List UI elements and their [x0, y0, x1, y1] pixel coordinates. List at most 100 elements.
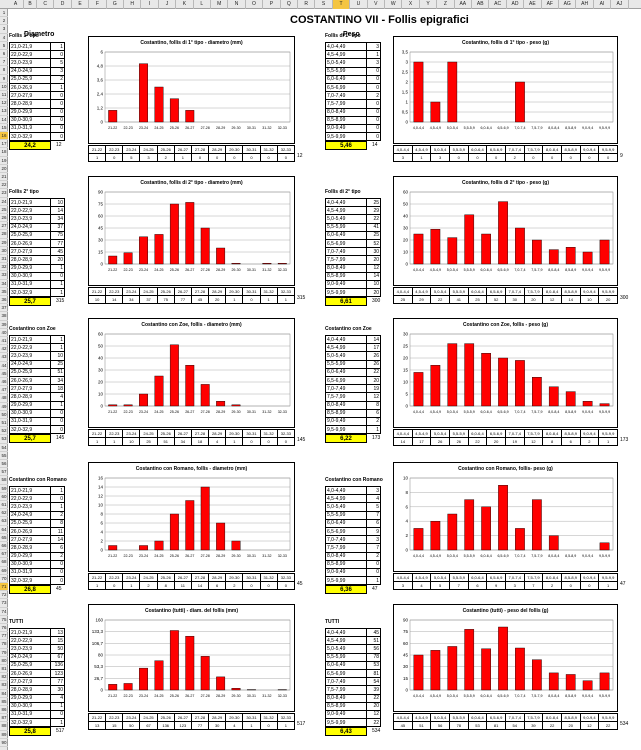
- row-header-10[interactable]: 10: [0, 83, 8, 91]
- peso-chart[interactable]: Costantino, follis di 1° tipo - peso (g)…: [393, 36, 618, 144]
- column-header-l[interactable]: L: [194, 0, 211, 9]
- bar[interactable]: [413, 654, 424, 691]
- diametro-data-range-cell[interactable]: 21-22: [87, 145, 107, 154]
- diametro-count-cell[interactable]: 0: [50, 123, 65, 134]
- diametro-data-range-cell[interactable]: 31-32: [259, 287, 278, 296]
- diametro-count-cell[interactable]: 0: [50, 709, 65, 720]
- peso-data-value-cell[interactable]: 10: [579, 295, 600, 304]
- row-header-22[interactable]: 22: [0, 181, 8, 190]
- peso-data-value-cell[interactable]: 22: [598, 721, 618, 730]
- bar[interactable]: [169, 98, 179, 123]
- diametro-count-cell[interactable]: 0: [50, 576, 65, 586]
- diametro-range-cell[interactable]: 28,0-28,9: [9, 392, 51, 402]
- peso-range-cell[interactable]: 8,5-8,99: [325, 559, 367, 569]
- column-header-aa[interactable]: AA: [455, 0, 472, 9]
- peso-average-cell[interactable]: 6,61: [325, 297, 367, 307]
- diametro-chart[interactable]: Costantino con Zoe, follis - diametro (m…: [88, 318, 295, 428]
- peso-data-value-cell[interactable]: 25: [467, 295, 488, 304]
- diametro-data-range-cell[interactable]: 24-25: [139, 713, 158, 722]
- row-header-2[interactable]: 2: [0, 17, 8, 26]
- bar[interactable]: [277, 262, 287, 265]
- column-header-ag[interactable]: AG: [559, 0, 577, 9]
- peso-data-range-cell[interactable]: 4,5-4,9: [411, 145, 432, 154]
- peso-count-cell[interactable]: 22: [366, 367, 381, 377]
- row-header-31[interactable]: 31: [0, 255, 8, 264]
- peso-data-range-cell[interactable]: 4,5-4,9: [411, 713, 432, 722]
- peso-data-value-cell[interactable]: 8: [542, 437, 562, 446]
- diametro-range-cell[interactable]: 31,0-31,9: [9, 567, 51, 578]
- diametro-data-value-cell[interactable]: 45: [190, 295, 210, 304]
- row-header-23[interactable]: 23: [0, 189, 8, 198]
- peso-range-cell[interactable]: 4,0-4,49: [325, 41, 367, 52]
- bar[interactable]: [548, 535, 559, 551]
- diametro-data-range-cell[interactable]: 32-33: [276, 573, 296, 582]
- peso-data-value-cell[interactable]: 9: [486, 581, 506, 590]
- diametro-data-value-cell[interactable]: 0: [242, 295, 261, 304]
- diametro-count-cell[interactable]: 50: [50, 644, 65, 654]
- row-header-32[interactable]: 32: [0, 263, 8, 272]
- diametro-range-cell[interactable]: 21,0-21,9: [9, 334, 51, 345]
- diametro-count-cell[interactable]: 20: [50, 255, 65, 265]
- bar[interactable]: [413, 233, 424, 265]
- peso-data-value-cell[interactable]: 0: [542, 153, 562, 162]
- column-header-g[interactable]: G: [107, 0, 124, 9]
- bar[interactable]: [532, 659, 542, 691]
- peso-data-range-cell[interactable]: 8,0-8,4: [542, 713, 562, 722]
- row-header-50[interactable]: 50: [0, 411, 8, 419]
- column-header-h[interactable]: H: [124, 0, 142, 9]
- row-header-14[interactable]: 14: [0, 116, 8, 124]
- bar[interactable]: [481, 353, 491, 407]
- diametro-data-range-cell[interactable]: 21-22: [87, 713, 107, 722]
- diametro-data-value-cell[interactable]: 34: [122, 295, 141, 304]
- diametro-range-cell[interactable]: 32,0-32,9: [9, 132, 51, 142]
- diametro-data-range-cell[interactable]: 22-23: [105, 713, 124, 722]
- diametro-count-cell[interactable]: 123: [50, 668, 65, 679]
- row-header-53[interactable]: 53: [0, 435, 8, 444]
- peso-data-value-cell[interactable]: 0: [467, 153, 488, 162]
- bar[interactable]: [447, 513, 458, 551]
- bar[interactable]: [565, 247, 576, 265]
- column-header-e[interactable]: E: [72, 0, 90, 9]
- column-header-f[interactable]: F: [89, 0, 107, 9]
- diametro-data-value-cell[interactable]: 20: [208, 295, 227, 304]
- peso-count-cell[interactable]: 41: [366, 222, 381, 232]
- diametro-count-cell[interactable]: 0: [50, 494, 65, 504]
- peso-count-cell[interactable]: 17: [366, 343, 381, 353]
- peso-count-cell[interactable]: 6: [366, 408, 381, 418]
- peso-range-cell[interactable]: 6,5-6,99: [325, 526, 367, 537]
- diametro-range-cell[interactable]: 24,0-24,9: [9, 222, 51, 232]
- diametro-range-cell[interactable]: 28,0-28,9: [9, 543, 51, 553]
- bar[interactable]: [565, 674, 576, 691]
- bar[interactable]: [123, 683, 133, 691]
- diametro-data-range-cell[interactable]: 27-28: [190, 573, 210, 582]
- row-header-74[interactable]: 74: [0, 608, 8, 616]
- row-header-79[interactable]: 79: [0, 649, 8, 657]
- bar[interactable]: [430, 521, 441, 551]
- peso-count-cell[interactable]: 22: [366, 718, 381, 728]
- diametro-range-cell[interactable]: 24,0-24,9: [9, 510, 51, 520]
- diametro-range-cell[interactable]: 22,0-22,9: [9, 343, 51, 353]
- peso-data-range-cell[interactable]: 6,0-6,4: [467, 145, 488, 154]
- row-header-18[interactable]: 18: [0, 148, 8, 157]
- diametro-data-value-cell[interactable]: 0: [259, 581, 278, 590]
- diametro-range-cell[interactable]: 32,0-32,9: [9, 718, 51, 728]
- diametro-average-cell[interactable]: 25,7: [9, 434, 51, 444]
- diametro-count-cell[interactable]: 25: [50, 359, 65, 369]
- row-header-28[interactable]: 28: [0, 230, 8, 239]
- peso-data-range-cell[interactable]: 6,5-6,9: [486, 573, 506, 582]
- peso-count-cell[interactable]: 30: [366, 247, 381, 257]
- peso-data-range-cell[interactable]: 6,5-6,9: [486, 145, 506, 154]
- peso-range-cell[interactable]: 5,5-5,99: [325, 652, 367, 662]
- diametro-range-cell[interactable]: 26,0-26,9: [9, 526, 51, 537]
- diametro-data-value-cell[interactable]: 0: [242, 153, 261, 162]
- diametro-count-cell[interactable]: 18: [50, 384, 65, 394]
- bar[interactable]: [154, 660, 164, 691]
- bar[interactable]: [532, 377, 542, 407]
- diametro-range-cell[interactable]: 27,0-27,9: [9, 677, 51, 687]
- diametro-total-cell[interactable]: 315: [56, 298, 65, 305]
- diametro-data-value-cell[interactable]: 8: [156, 581, 175, 590]
- diametro-range-cell[interactable]: 21,0-21,9: [9, 485, 51, 496]
- peso-data-range-cell[interactable]: 5,0-5,4: [430, 713, 450, 722]
- peso-data-value-cell[interactable]: 22: [542, 721, 562, 730]
- bar[interactable]: [216, 676, 226, 691]
